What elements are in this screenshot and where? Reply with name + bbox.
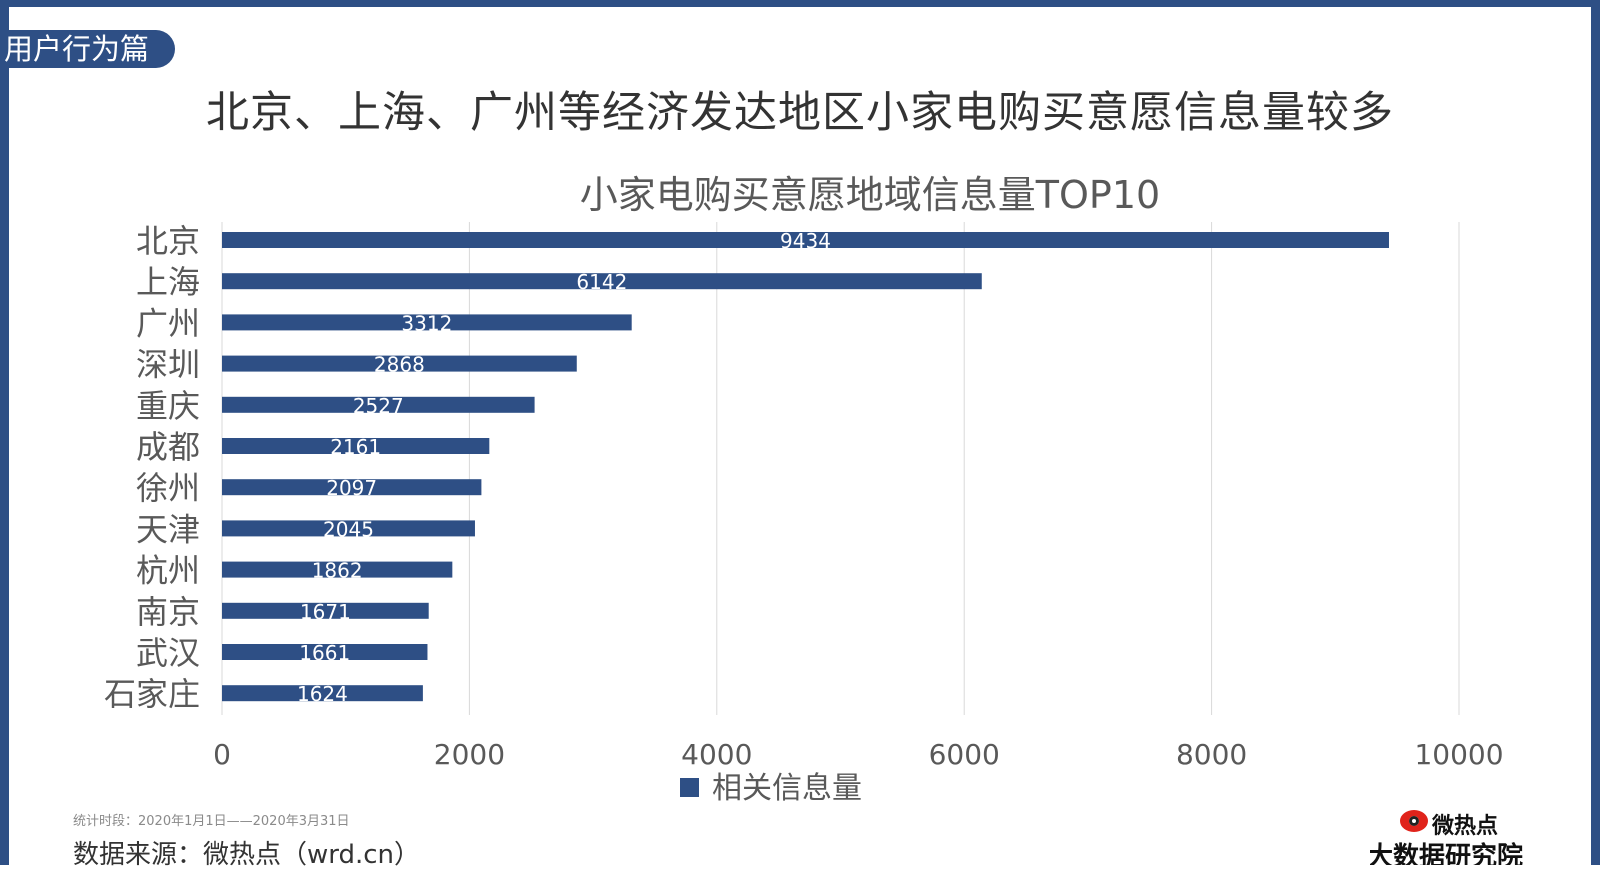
x-tick-label: 2000 — [434, 738, 505, 771]
data-source: 数据来源：微热点（wrd.cn） — [73, 840, 421, 870]
category-label: 北京 — [136, 222, 200, 260]
frame-top-border — [0, 0, 1600, 7]
x-tick-label: 4000 — [681, 738, 752, 771]
data-label: 2868 — [374, 353, 425, 377]
data-label: 2527 — [353, 394, 404, 418]
category-label: 深圳 — [136, 346, 200, 384]
section-tag: 用户行为篇 — [0, 30, 175, 68]
legend-label: 相关信息量 — [712, 771, 862, 806]
data-label: 2097 — [326, 476, 377, 500]
bar — [222, 438, 490, 454]
data-label: 1862 — [312, 559, 363, 583]
bar — [222, 479, 482, 496]
category-label: 重庆 — [136, 387, 200, 425]
frame-right-border — [1591, 0, 1600, 865]
x-tick-label: 6000 — [929, 738, 1000, 771]
category-label: 上海 — [136, 263, 200, 301]
bar — [222, 273, 982, 290]
weibo-eye-icon — [1400, 810, 1428, 832]
bar — [222, 520, 475, 537]
logo-subtitle: 大数据研究院 — [1370, 842, 1524, 865]
bar — [222, 355, 577, 372]
x-tick-label: 8000 — [1176, 738, 1247, 771]
category-label: 石家庄 — [104, 675, 200, 713]
bar — [222, 314, 632, 331]
category-label: 武汉 — [136, 634, 200, 672]
chart-title: 小家电购买意愿地域信息量TOP10 — [580, 173, 1160, 217]
data-label: 1624 — [297, 682, 348, 706]
data-label: 1671 — [300, 600, 351, 624]
bar — [222, 561, 453, 578]
category-label: 广州 — [136, 304, 200, 342]
category-label: 南京 — [136, 593, 200, 631]
statistics-period: 统计时段：2020年1月1日——2020年3月31日 — [73, 814, 350, 829]
bar — [222, 685, 423, 702]
bar-chart: 小家电购买意愿地域信息量TOP10 0 2000 4000 6000 8000 10000 北… — [104, 173, 1504, 806]
logo-name: 微热点 — [1432, 814, 1499, 839]
category-label: 成都 — [136, 428, 200, 466]
data-label: 6142 — [576, 270, 627, 294]
data-label: 2161 — [330, 435, 381, 459]
frame-left-border — [0, 0, 9, 865]
legend-swatch — [680, 778, 699, 797]
x-tick-label: 10000 — [1414, 738, 1503, 771]
category-label: 徐州 — [136, 469, 200, 507]
category-label: 天津 — [136, 510, 200, 548]
bar — [222, 602, 429, 619]
bar — [222, 232, 1389, 248]
data-label: 3312 — [401, 311, 452, 335]
weiredian-logo: 微热点 大数据研究院 — [1370, 808, 1540, 865]
data-label: 1661 — [299, 641, 350, 665]
page-headline: 北京、上海、广州等经济发达地区小家电购买意愿信息量较多 — [206, 88, 1394, 138]
x-tick-label: 0 — [213, 738, 231, 771]
data-label: 2045 — [323, 517, 374, 541]
data-label: 9434 — [780, 229, 831, 253]
bar — [222, 644, 428, 660]
bar — [222, 396, 535, 413]
category-label: 杭州 — [136, 552, 200, 590]
